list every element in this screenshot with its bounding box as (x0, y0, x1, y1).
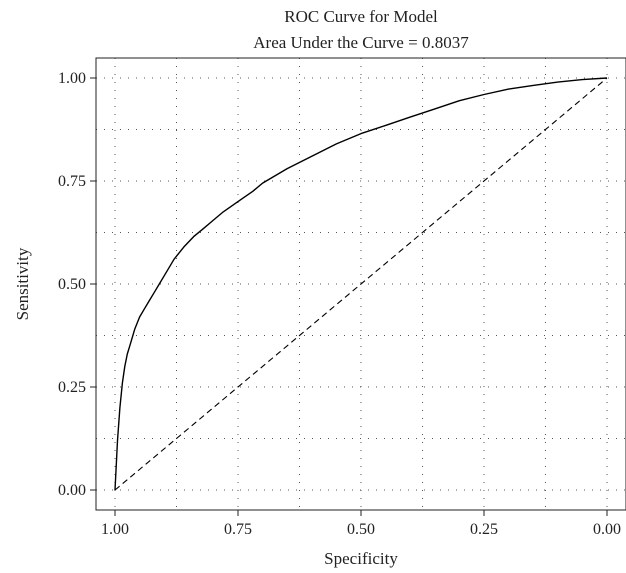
reference-diagonal-line (114, 77, 608, 491)
x-tick-label: 1.00 (101, 521, 129, 538)
y-tick-label: 0.50 (58, 276, 86, 293)
y-axis: 0.00 0.25 0.50 0.75 1.00 (58, 70, 96, 499)
x-tick-label: 0.50 (347, 521, 375, 538)
y-tick-label: 0.00 (58, 482, 86, 499)
y-tick-label: 0.25 (58, 379, 86, 396)
roc-curve-line (114, 77, 608, 491)
x-axis: 1.00 0.75 0.50 0.25 0.00 (101, 510, 621, 538)
x-tick-label: 0.00 (593, 521, 621, 538)
series-layer (114, 77, 608, 491)
x-axis-label: Specificity (324, 549, 398, 568)
x-tick-label: 0.25 (470, 521, 498, 538)
x-tick-label: 0.75 (224, 521, 252, 538)
chart-title: ROC Curve for Model (284, 7, 438, 26)
y-tick-label: 1.00 (58, 70, 86, 87)
chart-subtitle: Area Under the Curve = 0.8037 (253, 33, 469, 52)
y-tick-label: 0.75 (58, 173, 86, 190)
y-axis-label: Sensitivity (13, 247, 32, 320)
